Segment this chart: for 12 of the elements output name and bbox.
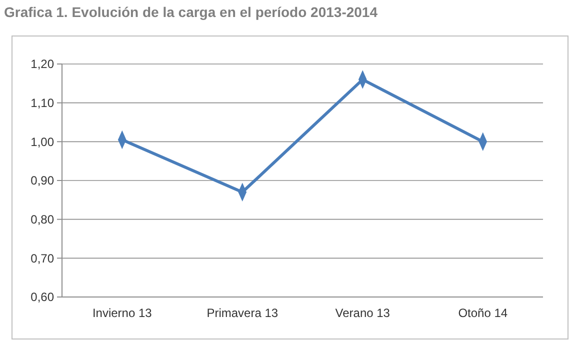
y-tick-label: 1,00: [30, 134, 54, 149]
y-tick-label: 0,60: [30, 290, 54, 304]
y-tick-label: 1,10: [30, 96, 54, 110]
chart-title: Grafica 1. Evolución de la carga en el período 2013-2014: [4, 4, 378, 20]
x-tick-label: Verano 13: [335, 306, 390, 320]
y-tick-label: 0,90: [30, 174, 54, 188]
y-tick-label: 0,70: [30, 251, 54, 266]
y-tick-label: 1,20: [30, 57, 54, 72]
y-tick-label: 0,80: [30, 212, 54, 227]
x-tick-label: Primavera 13: [206, 306, 278, 320]
x-tick-label: Otoño 14: [458, 306, 508, 320]
x-tick-label: Invierno 13: [92, 306, 152, 320]
